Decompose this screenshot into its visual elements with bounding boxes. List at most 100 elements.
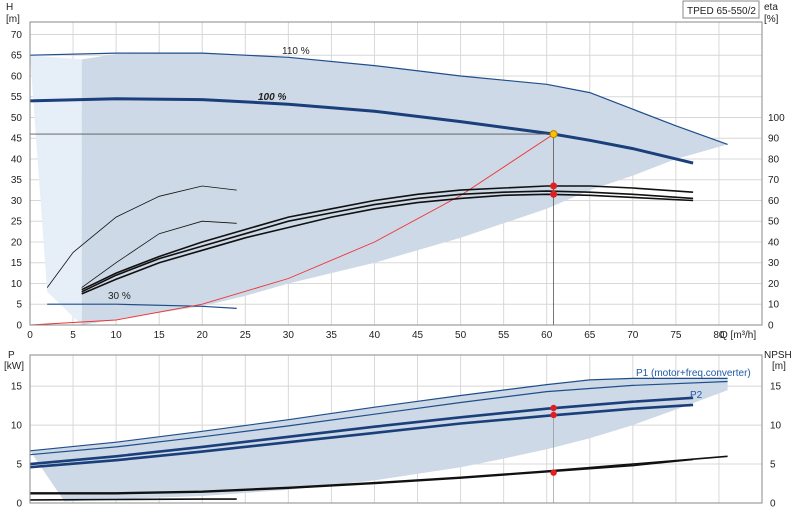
- curve-eta-thin-1: [46, 185, 237, 288]
- eta-tick-label: 90: [768, 134, 780, 145]
- npsh-point: [550, 469, 557, 476]
- curve-npsh-2: [30, 458, 694, 495]
- eta-tick-label: 10: [768, 300, 780, 311]
- h-tick-label: 55: [11, 92, 23, 103]
- x-tick-label: 60: [541, 330, 553, 341]
- x-tick-label: 50: [455, 330, 467, 341]
- curve-eta-thin-2: [81, 220, 237, 288]
- curve-p2-max: [29, 380, 728, 456]
- p1-series-label: P1 (motor+freq.converter): [636, 368, 751, 379]
- light-region: [30, 55, 82, 325]
- x-tick-label: 15: [154, 330, 166, 341]
- curve-p1-nominal: [29, 396, 694, 466]
- h-tick-label: 40: [11, 154, 23, 165]
- npsh-tick-label: 5: [770, 460, 776, 471]
- duty-point: [549, 130, 558, 139]
- p2-point: [550, 411, 557, 419]
- h-tick-label: 15: [11, 258, 23, 269]
- top-panel-axes: 0 5 10 15 20 25 30 35 40 45 50 55 60 65 70 75 80 0 5 10 15 20…: [11, 21, 785, 341]
- x-tick-label: 75: [670, 330, 682, 341]
- top-y-label: H: [6, 2, 13, 13]
- eta-tick-label: 80: [768, 154, 780, 165]
- x-tick-label: 70: [627, 330, 639, 341]
- x-tick-label: 45: [412, 330, 424, 341]
- title-box: [682, 0, 760, 19]
- operating-region: [81, 53, 728, 325]
- h-tick-label: 0: [16, 321, 22, 332]
- top-y2-unit: [%]: [764, 14, 779, 25]
- curve-label-100: 100 %: [258, 92, 286, 103]
- h-tick-label: 60: [11, 71, 23, 82]
- x-tick-label: 80: [713, 330, 725, 341]
- chart-title: TPED 65-550/2: [687, 6, 756, 17]
- h-tick-label: 5: [16, 300, 22, 311]
- p1-point: [550, 404, 557, 412]
- eta-tick-label: 30: [768, 258, 780, 269]
- top-panel-shaded-region: [30, 53, 728, 325]
- top-panel-curves: [29, 52, 728, 326]
- curve-label-30: 30 %: [108, 291, 131, 302]
- bottom-panel-axes: 0 5 10 15 0 5 10 15: [11, 354, 782, 510]
- h-tick-label: 65: [11, 51, 23, 62]
- curve-head-110: [29, 52, 728, 145]
- curve-p1-max: [29, 377, 728, 452]
- curve-system-curve: [29, 133, 554, 326]
- curve-head-100: [29, 97, 694, 165]
- eta-tick-label: 50: [768, 217, 780, 228]
- curve-head-30: [47, 303, 237, 309]
- x-tick-label: 55: [498, 330, 510, 341]
- eta-point-1: [550, 182, 558, 190]
- x-tick-label: 0: [27, 330, 33, 341]
- eta-tick-label: 20: [768, 279, 780, 290]
- h-tick-label: 10: [11, 279, 23, 290]
- h-tick-label: 50: [11, 113, 23, 124]
- x-tick-label: 20: [197, 330, 209, 341]
- top-panel-points: [549, 130, 558, 198]
- x-tick-label: 40: [369, 330, 381, 341]
- npsh-tick-label: 10: [770, 421, 782, 432]
- h-tick-label: 35: [11, 175, 23, 186]
- bottom-y2-label: NPSH: [764, 350, 792, 361]
- h-tick-label: 30: [11, 196, 23, 207]
- x-tick-label: 10: [111, 330, 123, 341]
- p-tick-label: 10: [11, 421, 23, 432]
- p-tick-label: 15: [11, 382, 23, 393]
- curve-eta-2: [81, 193, 694, 295]
- curve-label-110: 110 %: [282, 46, 310, 57]
- eta-tick-label: 100: [768, 113, 785, 124]
- p-tick-label: 0: [16, 499, 22, 510]
- bottom-panel-points: [550, 404, 557, 476]
- top-y-unit: [m]: [6, 14, 20, 25]
- bottom-y-unit: [kW]: [4, 361, 24, 372]
- h-tick-label: 70: [11, 30, 23, 41]
- x-tick-label: 30: [283, 330, 295, 341]
- curve-low-speed-power: [29, 498, 237, 501]
- top-y2-label: eta: [764, 2, 778, 13]
- x-tick-label: 35: [326, 330, 338, 341]
- p-tick-label: 5: [16, 460, 22, 471]
- h-tick-label: 45: [11, 134, 23, 145]
- x-tick-label: 5: [70, 330, 76, 341]
- eta-tick-label: 70: [768, 175, 780, 186]
- bottom-y-label: P: [8, 350, 15, 361]
- curve-p2-nominal: [29, 403, 694, 469]
- eta-point-2: [550, 190, 558, 198]
- eta-tick-label: 0: [768, 321, 774, 332]
- curve-eta-3: [81, 185, 694, 291]
- h-tick-label: 25: [11, 217, 23, 228]
- eta-tick-label: 60: [768, 196, 780, 207]
- top-x-label: Q [m³/h]: [720, 330, 756, 341]
- eta-tick-label: 40: [768, 237, 780, 248]
- p2-series-label: P2: [690, 390, 703, 401]
- h-tick-label: 20: [11, 237, 23, 248]
- bottom-panel-curves: [29, 377, 728, 503]
- bottom-y2-unit: [m]: [772, 361, 786, 372]
- npsh-tick-label: 15: [770, 382, 782, 393]
- curve-eta-1: [81, 190, 694, 293]
- x-tick-label: 25: [240, 330, 252, 341]
- npsh-tick-label: 0: [770, 499, 776, 510]
- top-frame: [29, 21, 763, 326]
- bottom-frame: [29, 354, 763, 504]
- x-tick-label: 65: [584, 330, 596, 341]
